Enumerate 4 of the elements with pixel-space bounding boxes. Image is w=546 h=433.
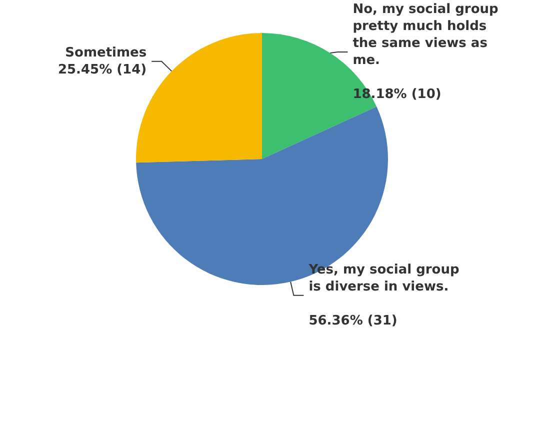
data-label: 56.36% (31) — [308, 313, 398, 328]
slice-label: Sometimes — [65, 45, 147, 60]
slice-label: No, my social group pretty much holds the same views as me. — [352, 2, 503, 68]
data-label: 25.45% (14) — [58, 62, 147, 78]
